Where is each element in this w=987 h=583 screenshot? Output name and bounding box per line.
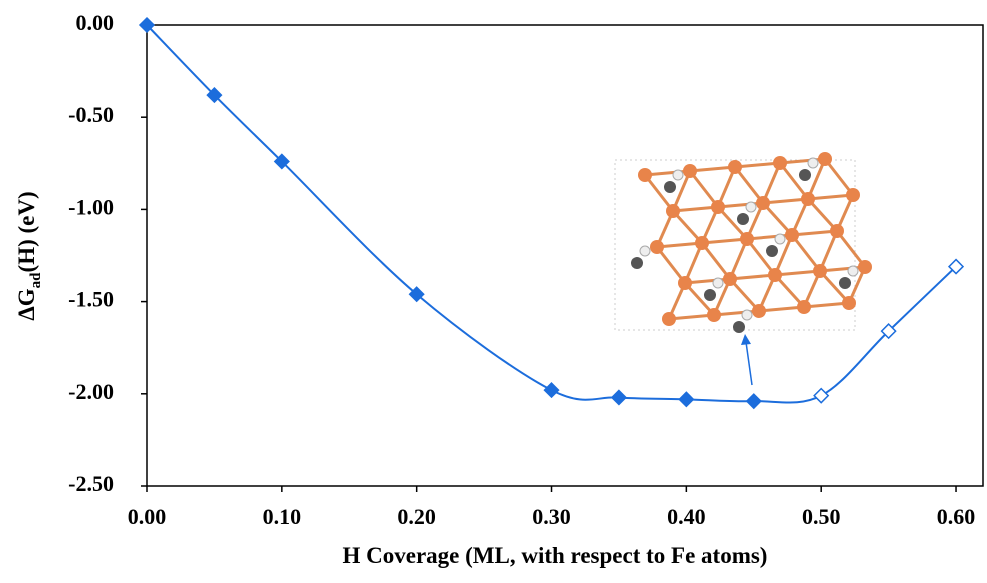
- inset-atom-h: [775, 234, 785, 244]
- inset-atom-c: [839, 277, 851, 289]
- x-axis-label: H Coverage (ML, with respect to Fe atoms…: [343, 543, 768, 568]
- inset-atom-c: [733, 321, 745, 333]
- inset-atom-fe: [711, 200, 725, 214]
- inset-atom-c: [664, 181, 676, 193]
- data-point: [545, 383, 559, 397]
- inset-atom-h: [640, 246, 650, 256]
- x-tick-label: 0.30: [532, 504, 571, 529]
- inset-atom-h: [746, 202, 756, 212]
- y-axis-label: ΔGad(H) (eV): [14, 191, 44, 320]
- inset-atom-c: [737, 213, 749, 225]
- page: {"chart_data": {"type": "line", "xlabel"…: [0, 0, 987, 583]
- y-tick-label: -1.00: [68, 194, 114, 219]
- inset-atom-fe: [768, 268, 782, 282]
- inset-atom-fe: [662, 312, 676, 326]
- x-tick-label: 0.40: [667, 504, 706, 529]
- inset-atom-fe: [723, 272, 737, 286]
- inset-atom-fe: [707, 308, 721, 322]
- inset-atom-fe: [842, 296, 856, 310]
- data-point: [747, 394, 761, 408]
- x-tick-label: 0.60: [937, 504, 976, 529]
- data-point: [679, 392, 693, 406]
- y-label-sub: ad: [28, 272, 44, 289]
- x-tick-label: 0.00: [128, 504, 167, 529]
- inset-atom-h: [848, 266, 858, 276]
- inset-atom-fe: [752, 304, 766, 318]
- inset-atom-fe: [830, 224, 844, 238]
- inset-atom-fe: [666, 204, 680, 218]
- inset-atom-c: [631, 257, 643, 269]
- inset-arrow-head: [741, 334, 751, 345]
- inset-atom-fe: [756, 196, 770, 210]
- inset-atom-fe: [683, 164, 697, 178]
- x-tick-label: 0.20: [397, 504, 436, 529]
- inset-atom-fe: [785, 228, 799, 242]
- inset-atom-fe: [650, 240, 664, 254]
- x-tick-label: 0.10: [263, 504, 302, 529]
- y-tick-label: 0.00: [76, 10, 115, 35]
- inset-atom-fe: [695, 236, 709, 250]
- curve: [147, 25, 956, 403]
- y-tick-label: -1.50: [68, 287, 114, 312]
- inset-atom-c: [766, 245, 778, 257]
- data-point: [612, 390, 626, 404]
- inset-atom-c: [704, 289, 716, 301]
- inset-atom-h: [713, 278, 723, 288]
- y-tick-label: -0.50: [68, 102, 114, 127]
- inset-atom-fe: [813, 264, 827, 278]
- inset-atom-h: [673, 170, 683, 180]
- inset-atom-h: [808, 158, 818, 168]
- inset-atom-h: [742, 310, 752, 320]
- inset-atom-fe: [728, 160, 742, 174]
- x-tick-label: 0.50: [802, 504, 841, 529]
- inset-atom-fe: [678, 276, 692, 290]
- chart: H Coverage (ML, with respect to Fe atoms…: [0, 0, 987, 578]
- inset-atom-fe: [638, 168, 652, 182]
- inset-arrow: [746, 342, 752, 385]
- inset-atom-fe: [846, 188, 860, 202]
- y-label-main: ΔG: [14, 288, 39, 320]
- inset-structure: [615, 152, 872, 333]
- inset-atom-fe: [818, 152, 832, 166]
- y-tick-label: -2.50: [68, 471, 114, 496]
- y-label-rest: (H) (eV): [14, 191, 39, 272]
- inset-atom-c: [799, 169, 811, 181]
- inset-atom-fe: [740, 232, 754, 246]
- inset-atom-fe: [801, 192, 815, 206]
- inset-atom-fe: [773, 156, 787, 170]
- inset-atom-fe: [858, 260, 872, 274]
- data-point: [814, 389, 828, 403]
- inset-atom-fe: [797, 300, 811, 314]
- y-tick-label: -2.00: [68, 379, 114, 404]
